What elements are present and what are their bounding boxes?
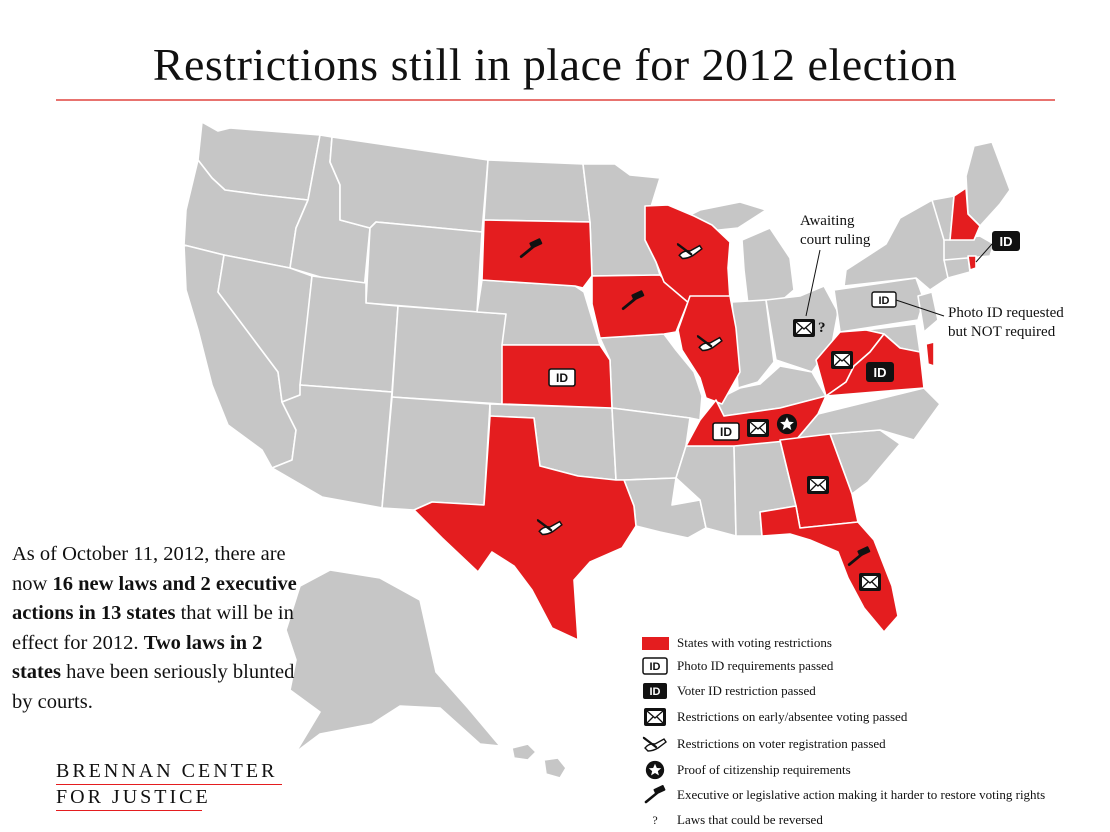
state-florida: [759, 505, 899, 633]
summary-part-3: have been seriously blunted by courts.: [12, 661, 295, 713]
state-maine: [965, 141, 1011, 227]
awaiting-leader-line: [805, 249, 821, 317]
badge-label: ID: [650, 661, 661, 673]
title-divider: [56, 99, 1055, 101]
summary-part-2: that will be in effect for 2012.: [12, 602, 294, 654]
legend-item: ? Laws that could be reversed: [640, 810, 823, 830]
state-new-mexico: [381, 396, 491, 511]
logo-line-1: BRENNAN CENTER: [56, 760, 278, 782]
legend-label: Restrictions on early/absentee voting pa…: [677, 709, 908, 724]
state-texas: [413, 415, 637, 641]
star-icon: [776, 413, 798, 435]
state-hawaii: [511, 743, 567, 779]
map-markers: ID ID ID ID ID ?: [519, 231, 1020, 592]
state-alaska: [285, 569, 501, 753]
state-colorado: [391, 305, 507, 405]
star-icon: [645, 760, 665, 780]
envelope-icon: [643, 707, 667, 727]
voter-id-icon: ID: [866, 362, 894, 382]
state-north-dakota: [483, 159, 591, 223]
state-montana: [329, 136, 489, 233]
legend-label: Proof of citizenship requirements: [677, 762, 851, 777]
rhode-island-leader-line: [975, 243, 993, 263]
gavel-icon: [644, 785, 667, 804]
photo-id-icon: ID: [871, 291, 897, 308]
state-michigan-lower: [741, 227, 795, 306]
legend-item: Restrictions on early/absentee voting pa…: [640, 707, 907, 727]
summary-text: As of October 11, 2012, there are now 16…: [12, 540, 302, 717]
badge-label: ID: [650, 686, 661, 698]
awaiting-ruling-line2: court ruling: [800, 232, 871, 248]
envelope-icon: [746, 418, 770, 438]
brennan-center-logo: BRENNAN CENTER FOR JUSTICE: [56, 758, 282, 811]
legend-item: Executive or legislative action making i…: [640, 785, 1045, 805]
envelope-icon: [806, 475, 830, 495]
state-delaware: [925, 341, 935, 367]
envelope-icon: [830, 350, 854, 370]
awaiting-ruling-line1: Awaiting: [800, 213, 855, 229]
state-wyoming: [365, 221, 483, 313]
state-rhode-island: [967, 255, 977, 271]
annotations: Awaiting court ruling Photo ID requested…: [800, 213, 1064, 340]
legend-item: Restrictions on voter registration passe…: [640, 734, 886, 754]
summary-bold-1: 16 new laws and 2 executive actions in 1…: [12, 572, 297, 625]
envelope-icon: [792, 318, 816, 338]
logo-rule-2: [56, 810, 202, 811]
badge-label: ID: [720, 425, 732, 439]
red-swatch: [641, 636, 669, 650]
badge-label: ID: [874, 365, 887, 380]
logo-rule: [56, 784, 282, 785]
state-new-jersey: [917, 291, 939, 333]
photo-requested-line1: Photo ID requested: [948, 305, 1064, 321]
state-south-dakota: [481, 219, 593, 289]
logo-line-2: FOR JUSTICE: [56, 786, 211, 808]
voter-id-icon: ID: [643, 683, 667, 699]
legend-label: Voter ID restriction passed: [677, 683, 816, 698]
badge-label: ID: [556, 371, 568, 385]
pen-hand-icon: [642, 735, 668, 753]
photo-id-icon: ID: [712, 422, 740, 441]
summary-bold-2: Two laws in 2 states: [12, 631, 263, 684]
photo-id-icon: ID: [642, 657, 668, 675]
states-base: [183, 121, 1011, 779]
photo-requested-leader-line: [895, 299, 945, 317]
legend-item: ID Voter ID restriction passed: [640, 681, 816, 701]
legend-label: States with voting restrictions: [677, 635, 832, 650]
legend-label: Laws that could be reversed: [677, 812, 823, 827]
question-icon: ?: [652, 812, 658, 827]
badge-label: ID: [1000, 234, 1013, 249]
voter-id-icon: ID: [992, 231, 1020, 251]
photo-id-icon: ID: [548, 368, 576, 387]
legend-item: Proof of citizenship requirements: [640, 760, 851, 780]
badge-label: ID: [879, 295, 890, 307]
legend-item: States with voting restrictions: [640, 633, 832, 653]
page-title: Restrictions still in place for 2012 ele…: [152, 39, 958, 90]
question-icon: ?: [818, 320, 826, 336]
envelope-icon: [858, 572, 882, 592]
legend-item: ID Photo ID requirements passed: [640, 656, 833, 676]
legend-label: Photo ID requirements passed: [677, 658, 834, 673]
summary-part-1: As of October 11, 2012, there are now: [12, 543, 286, 595]
legend-label: Executive or legislative action making i…: [677, 787, 1046, 802]
state-new-hampshire: [949, 187, 981, 241]
legend-label: Restrictions on voter registration passe…: [677, 736, 886, 751]
photo-requested-line2: but NOT required: [948, 324, 1056, 340]
